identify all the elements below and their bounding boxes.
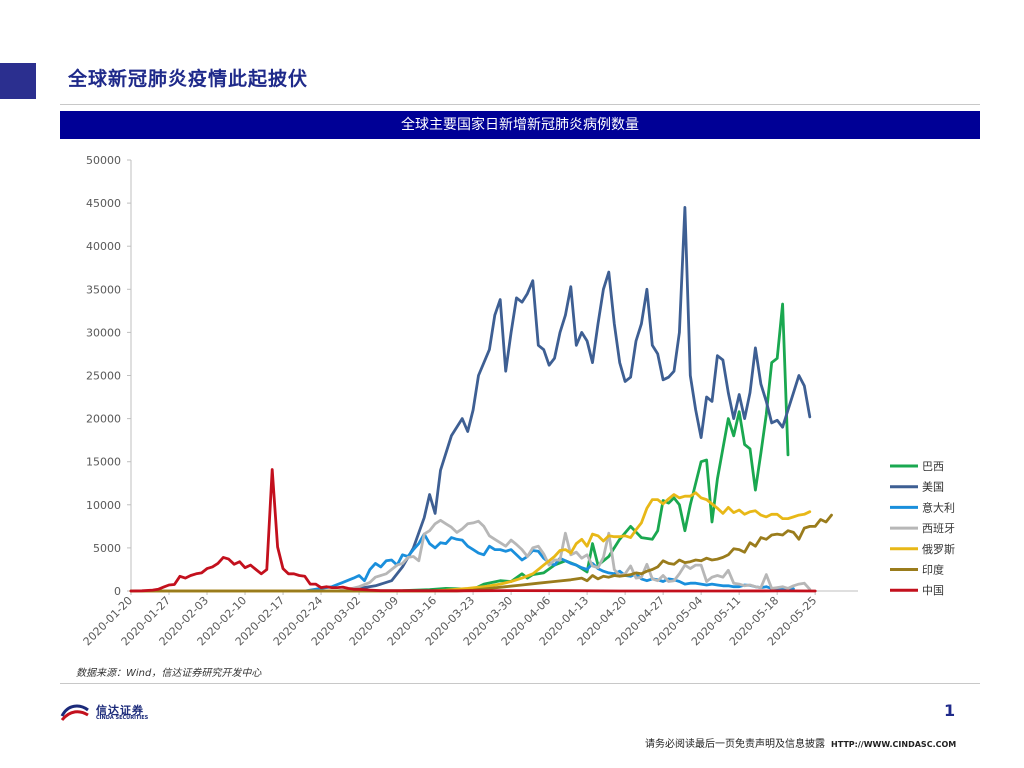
legend-label: 中国 bbox=[922, 584, 944, 597]
company-logo: 信达证券 CINDA SECURITIES bbox=[60, 700, 180, 724]
accent-block bbox=[0, 63, 36, 99]
y-tick-label: 15000 bbox=[86, 456, 121, 469]
legend-label: 巴西 bbox=[922, 460, 944, 473]
legend-label: 俄罗斯 bbox=[922, 543, 955, 556]
y-axis: 0 5000 10000 15000 20000 25000 30000 35000 40000… bbox=[86, 154, 132, 598]
series-line bbox=[129, 468, 817, 593]
logo-text-en: CINDA SECURITIES bbox=[96, 715, 149, 721]
legend-label: 美国 bbox=[922, 481, 944, 494]
y-tick-label: 45000 bbox=[86, 197, 121, 210]
legend-label: 西班牙 bbox=[922, 522, 955, 535]
y-tick-label: 40000 bbox=[86, 240, 121, 253]
series-line bbox=[129, 518, 812, 593]
logo-text: 信达证券 bbox=[96, 704, 144, 717]
series-line bbox=[129, 513, 833, 593]
legend-label: 意大利 bbox=[922, 500, 955, 514]
data-source: 数据来源：Wind，信达证券研究开发中心 bbox=[76, 668, 262, 679]
chart-title: 全球主要国家日新增新冠肺炎病例数量 bbox=[60, 111, 980, 139]
series-line bbox=[129, 491, 812, 593]
line-chart: 0 5000 10000 15000 20000 25000 30000 35000 40000… bbox=[81, 154, 955, 648]
y-tick-label: 35000 bbox=[86, 283, 121, 296]
y-tick-label: 50000 bbox=[86, 154, 121, 167]
page-title: 全球新冠肺炎疫情此起披伏 bbox=[68, 68, 309, 90]
title-divider bbox=[60, 104, 980, 105]
y-tick-label: 30000 bbox=[86, 326, 121, 339]
logo-swoosh-icon bbox=[60, 704, 89, 721]
disclaimer-text: 请务必阅读最后一页免责声明及信息披露 bbox=[645, 739, 825, 750]
series-line bbox=[129, 206, 812, 593]
series-lines bbox=[129, 206, 833, 593]
y-tick-label: 0 bbox=[114, 585, 121, 598]
x-axis: 2020-01-202020-01-272020-02-032020-02-10… bbox=[81, 590, 858, 648]
page-number: 1 bbox=[944, 701, 956, 720]
y-tick-label: 25000 bbox=[86, 370, 121, 383]
disclaimer: 请务必阅读最后一页免责声明及信息披露 HTTP://WWW.CINDASC.COM bbox=[645, 735, 956, 750]
footer-divider bbox=[60, 683, 980, 684]
y-tick-label: 5000 bbox=[93, 542, 121, 555]
legend-label: 印度 bbox=[922, 563, 944, 577]
y-tick-label: 10000 bbox=[86, 499, 121, 512]
site-url[interactable]: HTTP://WWW.CINDASC.COM bbox=[831, 740, 957, 749]
y-tick-label: 20000 bbox=[86, 413, 121, 426]
